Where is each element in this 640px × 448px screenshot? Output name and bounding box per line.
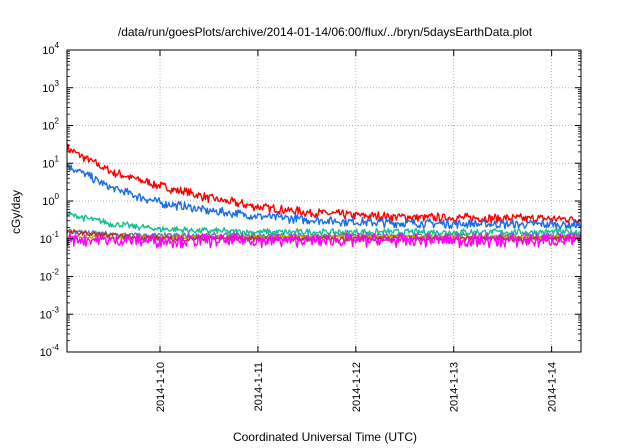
x-tick-label: 2014-1-12 [351, 362, 363, 412]
series-line-1 [66, 143, 582, 225]
series-line-7 [66, 232, 582, 249]
grid [67, 50, 581, 352]
x-axis-label: Coordinated Universal Time (UTC) [233, 430, 417, 444]
y-tick-label: 10-3 [40, 305, 60, 321]
plot-frame [66, 49, 582, 353]
y-tick-label: 102 [42, 117, 59, 133]
chart-title: /data/run/goesPlots/archive/2014-01-14/0… [118, 25, 533, 39]
x-tick-label: 2014-1-11 [253, 362, 265, 411]
y-axis-label: cGy/day [9, 190, 23, 234]
series-line-2 [66, 163, 582, 231]
axis-ticks: 10-4 10-3 10-2 10-1 100 101 102 103 104 2014-1-10… [40, 41, 581, 412]
y-tick-label: 103 [42, 79, 59, 95]
series-group [66, 143, 582, 249]
x-tick-label: 2014-1-10 [155, 362, 167, 412]
x-tick-label: 2014-1-14 [547, 362, 559, 412]
y-tick-label: 10-1 [40, 230, 60, 246]
y-tick-label: 10-2 [40, 268, 60, 284]
y-tick-label: 101 [42, 154, 59, 170]
y-tick-label: 10-4 [40, 343, 60, 359]
y-tick-label: 104 [42, 41, 59, 57]
y-tick-label: 100 [42, 192, 59, 208]
x-tick-label: 2014-1-13 [449, 362, 461, 412]
series-line-3 [66, 211, 582, 237]
